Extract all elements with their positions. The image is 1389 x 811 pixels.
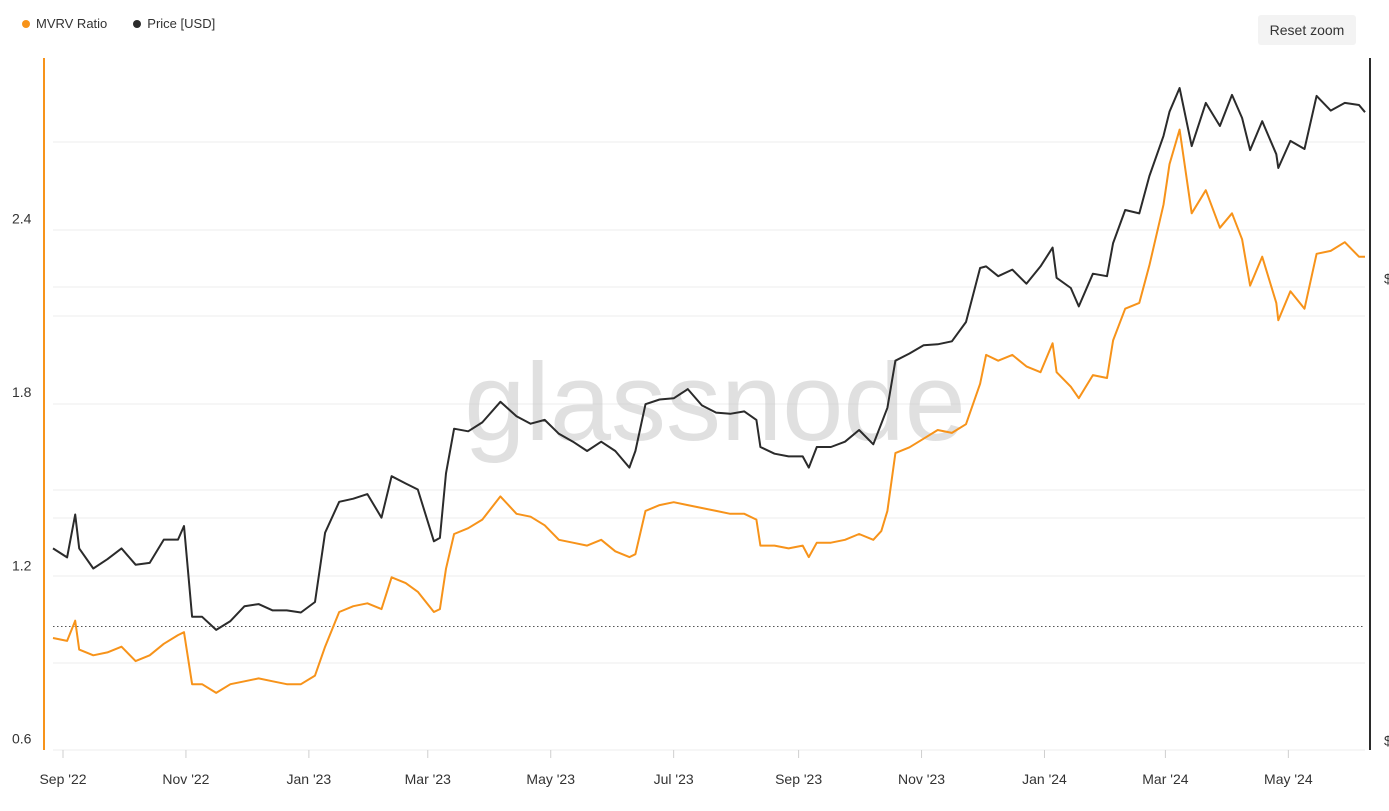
x-tick-label: May '23 bbox=[526, 771, 575, 787]
legend-label-mvrv: MVRV Ratio bbox=[36, 16, 108, 31]
watermark-text: glassnode bbox=[464, 341, 966, 464]
legend: MVRV Ratio Price [USD] bbox=[22, 16, 215, 31]
legend-dot-price-icon bbox=[133, 19, 142, 28]
y-left-tick-label: 1.2 bbox=[12, 557, 32, 573]
x-tick-label: Mar '24 bbox=[1142, 771, 1188, 787]
y-left-tick-label: 0.6 bbox=[12, 731, 32, 747]
x-tick-label: Nov '22 bbox=[162, 771, 209, 787]
x-tick-label: Jan '24 bbox=[1022, 771, 1067, 787]
x-tick-label: Jul '23 bbox=[654, 771, 694, 787]
y-left-tick-label: 1.8 bbox=[12, 384, 32, 400]
x-tick-label: Jan '23 bbox=[287, 771, 332, 787]
legend-label-price: Price [USD] bbox=[147, 16, 216, 31]
y-axis-right-ticks: $$ bbox=[1384, 271, 1389, 749]
y-left-tick-label: 2.4 bbox=[12, 211, 32, 227]
series-layer bbox=[52, 87, 1366, 694]
legend-dot-mvrv-icon bbox=[22, 19, 30, 28]
x-tick-label: Sep '22 bbox=[39, 771, 86, 787]
legend-item-mvrv[interactable]: MVRV Ratio bbox=[22, 16, 107, 31]
y-right-tick-label: $ bbox=[1384, 271, 1389, 287]
gridlines bbox=[53, 141, 1365, 751]
series-line-price-usd[interactable] bbox=[52, 87, 1366, 631]
y-right-tick-label: $ bbox=[1384, 733, 1389, 749]
x-tick-label: Sep '23 bbox=[775, 771, 822, 787]
x-axis-ticks: Sep '22 Nov '22 Jan '23 Mar '23 May '23 Jul '… bbox=[39, 750, 1313, 787]
series-line-mvrv-ratio[interactable] bbox=[52, 128, 1365, 694]
x-tick-label: Mar '23 bbox=[405, 771, 451, 787]
x-tick-label: Nov '23 bbox=[898, 771, 945, 787]
reset-zoom-button[interactable]: Reset zoom bbox=[1258, 15, 1356, 45]
x-tick-label: May '24 bbox=[1264, 771, 1313, 787]
y-axis-left-ticks: 0.6 1.2 1.8 2.4 bbox=[12, 211, 32, 747]
legend-item-price[interactable]: Price [USD] bbox=[133, 16, 215, 31]
